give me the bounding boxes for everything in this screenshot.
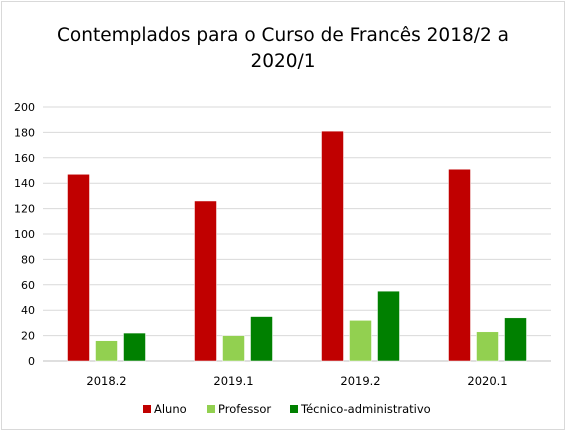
bar-aluno-2018-2 [67, 174, 90, 362]
y-tick-label: 200 [14, 101, 35, 114]
bar-aluno-2020-1 [448, 168, 471, 362]
y-tick-label: 80 [21, 253, 35, 266]
legend-label: Aluno [154, 402, 187, 416]
legend-swatch [290, 405, 298, 413]
y-tick-label: 100 [14, 228, 35, 241]
y-tick-label: 20 [21, 330, 35, 343]
y-tick-label: 0 [28, 355, 35, 368]
legend-swatch [207, 405, 215, 413]
legend-label: Professor [218, 402, 271, 416]
bar-professor-2018-2 [95, 340, 118, 362]
y-tick-label: 120 [14, 203, 35, 216]
bar-aluno-2019-1 [194, 200, 217, 362]
bar-aluno-2019-2 [321, 130, 344, 362]
y-tick-label: 60 [21, 279, 35, 292]
bar-professor-2019-1 [222, 335, 245, 362]
x-category-label: 2018.2 [86, 374, 126, 388]
chart-title: Contemplados para o Curso de Francês 201… [57, 25, 509, 72]
y-tick-label: 160 [14, 152, 35, 165]
x-axis-categories: 2018.2 2019.1 2019.2 2020.1 [86, 374, 507, 388]
legend: Aluno Professor Técnico-administrativo [143, 402, 431, 416]
gridlines [43, 106, 551, 362]
bars [67, 130, 527, 362]
y-tick-label: 140 [14, 177, 35, 190]
y-axis-ticks: 0 20 40 60 80 100 120 140 160 180 200 [14, 101, 35, 368]
legend-label: Técnico-administrativo [300, 402, 431, 416]
x-category-label: 2019.2 [340, 374, 380, 388]
x-category-label: 2020.1 [467, 374, 507, 388]
bar-professor-2019-2 [349, 320, 372, 362]
y-tick-label: 40 [21, 304, 35, 317]
bar-t-cnico-administrativo-2018-2 [123, 332, 146, 362]
bar-t-cnico-administrativo-2019-1 [250, 316, 273, 362]
bar-t-cnico-administrativo-2019-2 [377, 290, 400, 362]
bar-t-cnico-administrativo-2020-1 [504, 317, 527, 362]
x-category-label: 2019.1 [213, 374, 253, 388]
legend-swatch [143, 405, 151, 413]
y-tick-label: 180 [14, 126, 35, 139]
bar-professor-2020-1 [476, 331, 499, 362]
